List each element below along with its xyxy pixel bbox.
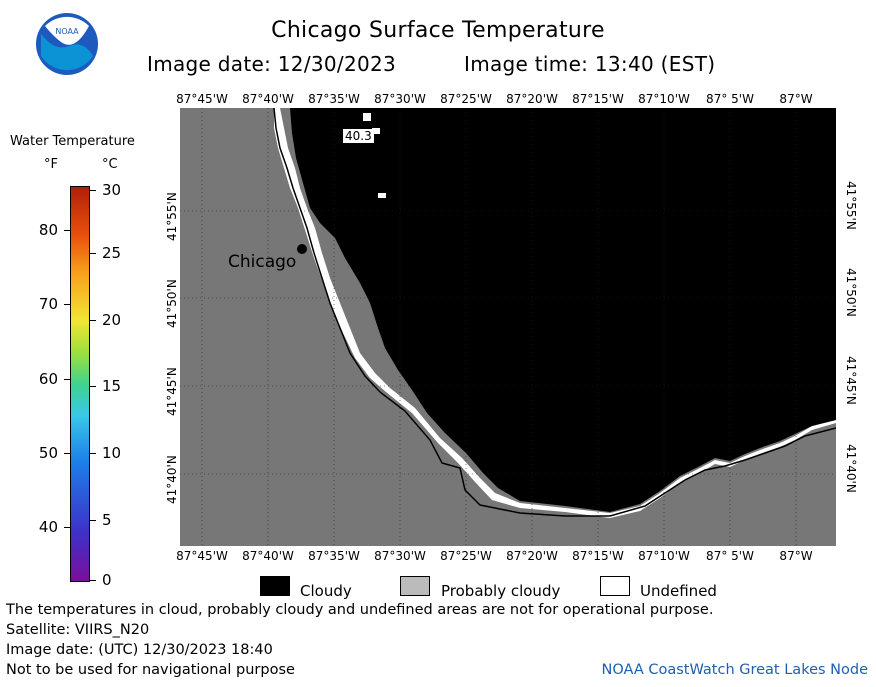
lon-label-bottom-7: 87°10'W <box>638 549 690 563</box>
lon-label-bottom-5: 87°20'W <box>506 549 558 563</box>
f-tick-mark-3 <box>64 453 70 454</box>
lon-label-bottom-4: 87°25'W <box>440 549 492 563</box>
grid <box>180 108 836 546</box>
c-tick-1: 25 <box>102 244 122 262</box>
c-tick-6: 0 <box>102 571 112 589</box>
c-tick-mark-4 <box>90 453 96 454</box>
c-tick-mark-3 <box>90 386 96 387</box>
noaa-logo-text: NOAA <box>55 27 79 36</box>
lon-label-bottom-0: 87°45'W <box>176 549 228 563</box>
undefined-area <box>274 108 836 518</box>
lon-label-top-5: 87°20'W <box>506 92 558 106</box>
disclaimer: The temperatures in cloud, probably clou… <box>6 602 714 618</box>
utc-date: Image date: (UTC) 12/30/2023 18:40 <box>6 642 273 658</box>
nav-warning: Not to be used for navigational purpose <box>6 662 295 678</box>
f-tick-0: 80 <box>38 221 58 239</box>
lon-label-top-3: 87°30'W <box>374 92 426 106</box>
c-tick-5: 5 <box>102 511 112 529</box>
crib-marker <box>378 193 386 198</box>
lon-label-bottom-2: 87°35'W <box>308 549 360 563</box>
f-tick-2: 60 <box>38 370 58 388</box>
lat-label-left-2: 41°45'N <box>165 367 179 416</box>
noaa-logo: NOAA <box>35 12 99 76</box>
c-tick-mark-5 <box>90 520 96 521</box>
legend-swatch-cloudy <box>260 576 290 596</box>
lat-label-right-1: 41°50'N <box>844 268 858 317</box>
c-tick-3: 15 <box>102 377 122 395</box>
lat-label-right-2: 41°45'N <box>844 356 858 405</box>
lon-label-top-9: 87°W <box>779 92 813 106</box>
city-marker <box>297 244 307 254</box>
city-label: Chicago <box>228 252 297 272</box>
lon-label-bottom-6: 87°15'W <box>572 549 624 563</box>
map-panel: 40.3 Chicago <box>180 108 836 546</box>
c-tick-0: 30 <box>102 181 122 199</box>
c-tick-2: 20 <box>102 311 122 329</box>
lon-label-bottom-3: 87°30'W <box>374 549 426 563</box>
legend-label-undefined: Undefined <box>640 582 717 600</box>
image-date: Image date: 12/30/2023 <box>147 52 397 76</box>
unit-celsius: °C <box>102 157 118 172</box>
lat-label-left-0: 41°55'N <box>165 192 179 241</box>
c-tick-mark-0 <box>90 190 96 191</box>
lon-label-top-2: 87°35'W <box>308 92 360 106</box>
cloudy-area <box>290 108 836 512</box>
colorbar <box>70 186 90 582</box>
f-tick-4: 40 <box>38 518 58 536</box>
f-tick-mark-4 <box>64 527 70 528</box>
lat-label-left-1: 41°50'N <box>165 279 179 328</box>
legend-swatch-undefined <box>600 576 630 596</box>
lon-label-top-7: 87°10'W <box>638 92 690 106</box>
c-tick-mark-2 <box>90 320 96 321</box>
f-tick-mark-0 <box>64 230 70 231</box>
unit-fahrenheit: °F <box>44 157 58 172</box>
satellite: Satellite: VIIRS_N20 <box>6 622 150 638</box>
c-tick-4: 10 <box>102 444 122 462</box>
colorbar-title: Water Temperature <box>10 134 135 149</box>
c-tick-mark-6 <box>90 580 96 581</box>
lon-label-bottom-1: 87°40'W <box>242 549 294 563</box>
lon-label-bottom-9: 87°W <box>779 549 813 563</box>
pier-marker <box>363 113 371 121</box>
c-tick-mark-1 <box>90 253 96 254</box>
lat-label-left-3: 41°40'N <box>165 455 179 504</box>
f-tick-1: 70 <box>38 295 58 313</box>
lat-label-right-0: 41°55'N <box>844 181 858 230</box>
temp-annotation: 40.3 <box>343 129 374 143</box>
page-title: Chicago Surface Temperature <box>271 18 605 43</box>
f-tick-3: 50 <box>38 444 58 462</box>
lon-label-top-0: 87°45'W <box>176 92 228 106</box>
f-tick-mark-1 <box>64 304 70 305</box>
lon-label-bottom-8: 87° 5'W <box>706 549 754 563</box>
lon-label-top-6: 87°15'W <box>572 92 624 106</box>
legend-swatch-probably-cloudy <box>400 576 430 596</box>
marker-dot <box>372 128 380 134</box>
lon-label-top-4: 87°25'W <box>440 92 492 106</box>
lat-label-right-3: 41°40'N <box>844 444 858 493</box>
legend-label-cloudy: Cloudy <box>300 582 352 600</box>
f-tick-mark-2 <box>64 379 70 380</box>
credit-link[interactable]: NOAA CoastWatch Great Lakes Node <box>601 662 868 678</box>
lon-label-top-8: 87° 5'W <box>706 92 754 106</box>
lon-label-top-1: 87°40'W <box>242 92 294 106</box>
image-time: Image time: 13:40 (EST) <box>464 52 716 76</box>
legend-label-probably-cloudy: Probably cloudy <box>441 582 561 600</box>
